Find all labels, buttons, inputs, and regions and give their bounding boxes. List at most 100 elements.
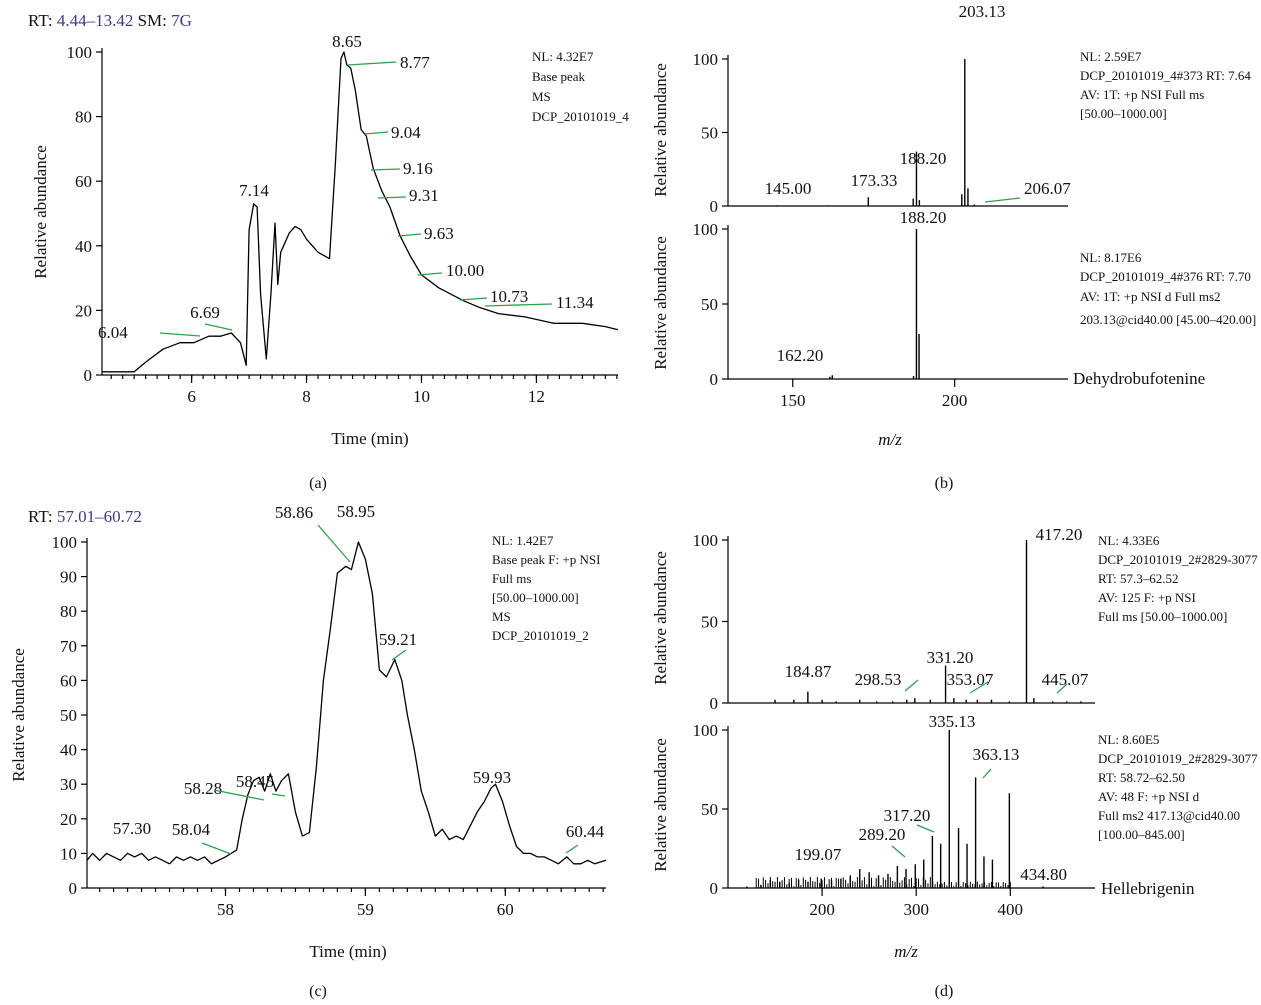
y-tick-label: 20 [75,301,92,320]
peak-leader-line [317,524,351,563]
peak-label: 162.20 [777,346,824,365]
peak-label: 6.04 [98,323,128,342]
peak-label: 184.87 [785,662,832,681]
panel-b-x-axis-label: m/z [878,430,902,449]
peak-leader-line [364,131,389,135]
panel-d-bottom-info-line: Full ms2 417.13@cid40.00 [1098,808,1240,823]
panel-d-top-spectrum [774,540,1082,703]
y-tick-label: 0 [710,370,719,389]
peak-leader-line [984,197,1021,203]
y-tick-label: 100 [693,531,719,550]
peak-label: 59.21 [379,630,417,649]
peak-leader-line [159,332,201,337]
y-tick-label: 50 [60,706,77,725]
peak-label: 417.20 [1036,525,1083,544]
panel-d-bottom-y-axis-label: Relative abundance [651,738,670,872]
y-tick-label: 50 [701,124,718,143]
panel-a-header: RT: 4.44–13.42 SM: 7G [28,11,192,30]
y-tick-label: 20 [60,810,77,829]
peak-leader-line [204,323,233,331]
x-tick-label: 300 [903,900,929,919]
panel-c-info-line: Base peak F: +p NSI [492,552,600,567]
panel-c: RT: 57.01–60.72 0 10 20 30 40 50 60 70 80 90 100 58… [9,502,607,1000]
y-tick-label: 0 [710,197,719,216]
y-tick-label: 60 [75,172,92,191]
panel-b-top-info-line: [50.00–1000.00] [1080,106,1167,121]
peak-label: 9.16 [403,159,433,178]
peak-label: 9.31 [409,186,439,205]
peak-label: 203.13 [959,2,1006,21]
panel-a-info-line: DCP_20101019_4 [532,109,629,124]
panel-a-info-line: MS [532,89,551,104]
y-tick-label: 80 [75,108,92,127]
y-tick-label: 0 [84,366,93,385]
peak-leader-line [370,168,401,171]
y-tick-label: 100 [693,50,719,69]
peak-label: 10.73 [490,287,528,306]
panel-d-bottom-info-line: DCP_20101019_2#2829-3077 [1098,751,1258,766]
peak-label: 58.95 [337,502,375,521]
x-tick-label: 10 [413,387,430,406]
panel-b-bottom-info-line: DCP_20101019_4#376 RT: 7.70 [1080,269,1251,284]
panel-a-info-line: Base peak [532,69,586,84]
x-tick-label: 6 [187,387,196,406]
panel-c-info-line: NL: 1.42E7 [492,533,554,548]
y-tick-label: 90 [60,568,77,587]
panel-b-bottom-axes: 0 50 100 150 200 [693,220,1068,410]
panel-b-bottom-peak-labels: 162.20 188.20 [777,208,947,365]
peak-label: 298.53 [855,670,902,689]
peak-label: 59.93 [473,768,511,787]
x-tick-label: 400 [998,900,1024,919]
x-tick-label: 150 [780,391,806,410]
y-tick-label: 0 [69,879,78,898]
peak-leader-line [391,649,407,661]
y-tick-label: 100 [52,533,78,552]
peak-label: 9.04 [391,123,421,142]
peak-label: 145.00 [765,179,812,198]
panel-b-top-y-axis-label: Relative abundance [651,63,670,197]
y-tick-label: 0 [710,879,719,898]
peak-label: 206.07 [1024,179,1071,198]
panel-d: 0 50 100 184.87 298.53 331.20 353.07 417.20 445… [651,525,1258,1000]
panel-b-top-info-line: DCP_20101019_4#373 RT: 7.64 [1080,68,1251,83]
panel-a-y-axis-label: Relative abundance [31,145,50,279]
peak-leader-line [891,845,906,858]
peak-label: 331.20 [927,648,974,667]
panel-c-caption: (c) [309,983,327,1000]
panel-b-bottom-info-line: NL: 8.17E6 [1080,250,1142,265]
peak-label: 9.63 [424,224,454,243]
peak-label: 8.77 [400,53,430,72]
peak-leader-line [377,196,407,199]
y-tick-label: 0 [710,694,719,713]
panel-b-top-info-line: AV: 1T: +p NSI Full ms [1080,87,1204,102]
peak-label: 173.33 [851,171,898,190]
panel-d-bottom-axes: 0 50 100 200 300 400 [693,721,1095,919]
peak-leader-line [271,793,286,797]
panel-d-top-y-axis-label: Relative abundance [651,551,670,685]
peak-label: 188.20 [900,149,947,168]
panel-d-caption: (d) [935,983,954,1000]
y-tick-label: 100 [693,220,719,239]
y-tick-label: 50 [701,800,718,819]
panel-b-top-spectrum [775,59,976,206]
panel-b-bottom-info-line: 203.13@cid40.00 [45.00–420.00] [1080,312,1256,327]
panel-c-y-axis-label: Relative abundance [9,648,28,782]
x-tick-label: 8 [302,387,311,406]
peak-label: 58.45 [236,772,274,791]
peak-label: 58.04 [172,820,211,839]
y-tick-label: 30 [60,775,77,794]
peak-label: 445.07 [1042,670,1089,689]
peak-leader-line [459,297,488,301]
peak-leader-line [916,824,935,833]
panel-d-top-info-line: RT: 57.3–62.52 [1098,571,1179,586]
peak-label: 10.00 [446,261,484,280]
x-tick-label: 200 [809,900,835,919]
peak-leader-line [904,679,919,692]
y-tick-label: 40 [60,741,77,760]
peak-label: 335.13 [929,712,976,731]
y-tick-label: 100 [67,43,93,62]
panel-d-top-info-line: AV: 125 F: +p NSI [1098,590,1196,605]
x-tick-label: 58 [217,900,234,919]
